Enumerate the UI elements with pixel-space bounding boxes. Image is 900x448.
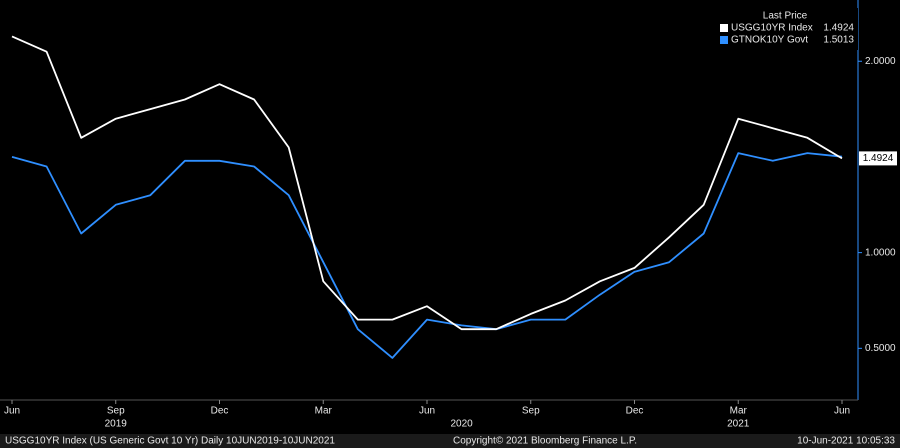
x-tick-label: Sep bbox=[522, 406, 540, 417]
y-tick-label: 2.0000 bbox=[865, 56, 896, 67]
legend-label: USGG10YR Index bbox=[731, 23, 813, 34]
x-tick-label: Dec bbox=[211, 406, 229, 417]
last-price-marker bbox=[859, 151, 897, 166]
x-tick-label: Mar bbox=[315, 406, 333, 417]
x-tick-label: Sep bbox=[107, 406, 125, 417]
legend-value: 1.5013 bbox=[823, 35, 854, 46]
x-tick-label: Jun bbox=[419, 406, 435, 417]
x-tick-label: Jun bbox=[834, 406, 850, 417]
legend-swatch bbox=[720, 24, 728, 32]
footer-left: USGG10YR Index (US Generic Govt 10 Yr) D… bbox=[5, 436, 335, 447]
footer-center: Copyright© 2021 Bloomberg Finance L.P. bbox=[453, 436, 637, 447]
year-label: 2021 bbox=[727, 419, 750, 430]
x-tick-label: Dec bbox=[626, 406, 644, 417]
legend-title: Last Price bbox=[763, 11, 808, 22]
series-line bbox=[11, 152, 843, 359]
last-price-label: 1.4924 bbox=[863, 153, 894, 164]
legend-value: 1.4924 bbox=[823, 23, 854, 34]
legend-swatch bbox=[720, 36, 728, 44]
y-tick-label: 0.5000 bbox=[865, 343, 896, 354]
year-label: 2020 bbox=[450, 419, 473, 430]
legend-box bbox=[716, 8, 858, 50]
x-tick-label: Jun bbox=[4, 406, 20, 417]
year-label: 2019 bbox=[105, 419, 128, 430]
series-line bbox=[11, 35, 843, 331]
footer-bar bbox=[0, 434, 900, 448]
y-tick-label: 1.0000 bbox=[865, 247, 896, 258]
legend-label: GTNOK10Y Govt bbox=[731, 35, 808, 46]
x-tick-label: Mar bbox=[730, 406, 748, 417]
footer-right: 10-Jun-2021 10:05:33 bbox=[797, 436, 895, 447]
